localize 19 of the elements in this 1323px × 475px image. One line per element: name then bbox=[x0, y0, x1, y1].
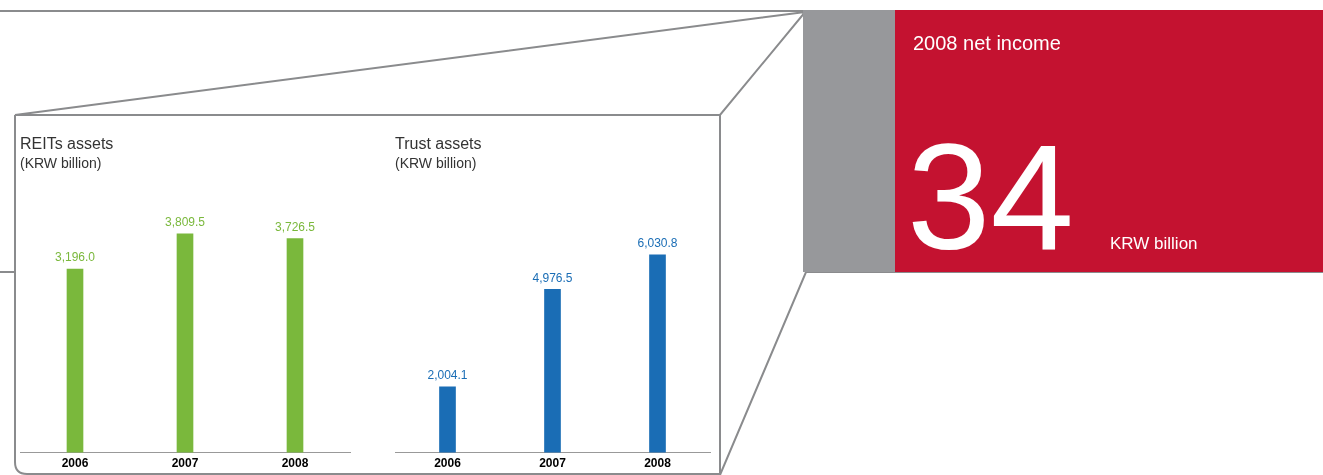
data-label: 6,030.8 bbox=[637, 236, 678, 251]
text: 34 bbox=[907, 113, 1074, 281]
chart-subtitle: (KRW billion) bbox=[395, 155, 477, 172]
x-tick-label: 2006 bbox=[61, 456, 89, 471]
data-label: 3,809.5 bbox=[164, 215, 206, 230]
data-label: 3,196.0 bbox=[54, 250, 96, 265]
text: KRW billion bbox=[1110, 234, 1198, 254]
data-label: 3,726.5 bbox=[274, 220, 316, 235]
x-tick-label: 2008 bbox=[644, 456, 672, 471]
text: 2008 net income bbox=[913, 32, 1061, 55]
data-label: 2,004.1 bbox=[427, 368, 468, 383]
data-label: 4,976.5 bbox=[532, 270, 573, 285]
x-tick-label: 2006 bbox=[434, 456, 462, 471]
chart-title: REITs assets bbox=[20, 135, 114, 153]
chart-subtitle: (KRW billion) bbox=[20, 155, 102, 172]
x-tick-label: 2008 bbox=[281, 456, 309, 471]
x-tick-label: 2007 bbox=[171, 456, 199, 471]
x-tick-label: 2007 bbox=[539, 456, 567, 471]
chart-title: Trust assets bbox=[395, 135, 482, 153]
